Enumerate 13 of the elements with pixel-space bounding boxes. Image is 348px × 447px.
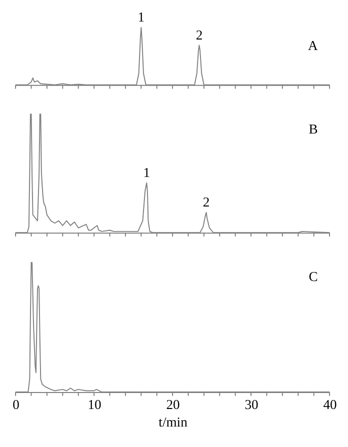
- annotation: C: [308, 269, 318, 284]
- annotation: 1: [143, 165, 150, 180]
- x-axis-title: t/min: [158, 414, 188, 430]
- annotation: 1: [138, 10, 145, 25]
- x-tick-label: 20: [166, 397, 180, 412]
- annotation: 2: [196, 27, 203, 42]
- annotation: A: [308, 38, 318, 53]
- x-tick-label: 40: [323, 397, 338, 412]
- x-tick-label: 0: [12, 397, 20, 412]
- x-tick-label: 30: [244, 397, 259, 412]
- annotation: 2: [202, 194, 210, 210]
- x-tick-label: 10: [88, 397, 102, 412]
- annotation: B: [308, 121, 318, 136]
